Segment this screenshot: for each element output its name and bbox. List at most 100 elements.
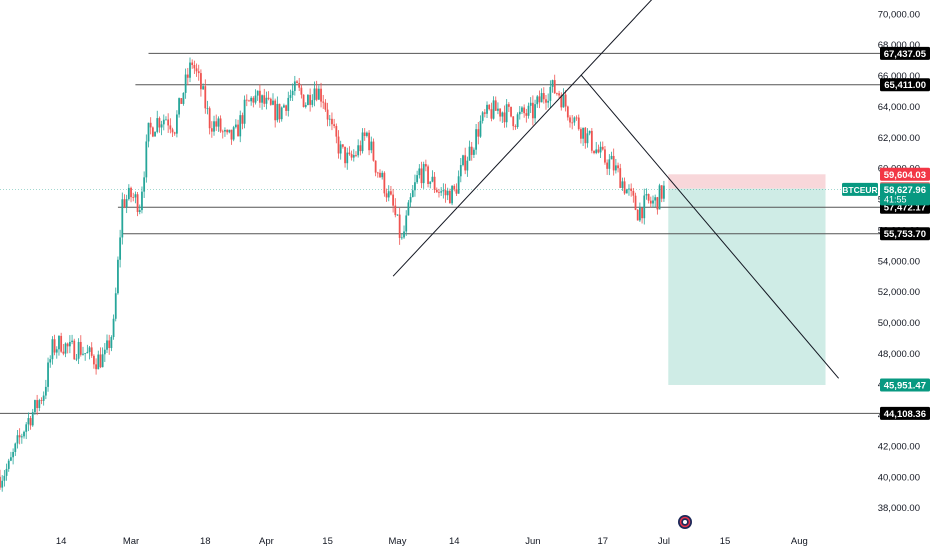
tradingview-logo-icon[interactable]	[678, 515, 692, 529]
candle-body	[630, 188, 633, 191]
x-tick-label: Jun	[525, 536, 540, 547]
candle-body	[455, 189, 458, 194]
candle-body	[438, 192, 440, 193]
stop-loss-zone	[668, 174, 826, 189]
candle-body	[590, 130, 593, 151]
candle-body	[171, 129, 174, 133]
symbol-tag-bg	[842, 182, 878, 196]
candle-body	[499, 108, 502, 117]
candle-body	[230, 129, 233, 140]
candle-body	[643, 195, 646, 219]
candle-body	[529, 102, 532, 106]
candle-body	[287, 97, 290, 111]
candle-body	[311, 100, 314, 105]
candle-body	[296, 81, 298, 83]
candle-body	[534, 104, 536, 119]
time-axis[interactable]: 14 Mar 18 Apr 15 May 14 Jun 17 Jul 15 Aug	[56, 536, 808, 547]
candle-body	[47, 362, 49, 387]
candle-body	[333, 124, 336, 127]
candle-body	[40, 400, 43, 401]
candle-body	[147, 122, 150, 142]
candle-body	[538, 96, 541, 103]
candle-body	[562, 94, 565, 108]
candle-body	[416, 175, 419, 183]
x-tick-label: Jul	[658, 536, 670, 547]
candle-body	[584, 127, 587, 144]
candle-body	[313, 88, 316, 101]
candle-body	[245, 99, 248, 101]
candle-body	[117, 259, 119, 294]
candle-body	[556, 93, 558, 95]
candle-body	[55, 349, 58, 353]
candle-body	[501, 112, 504, 117]
candle-body	[93, 355, 95, 365]
candle-body	[29, 418, 32, 426]
candle-body	[569, 117, 571, 123]
candle-body	[309, 94, 312, 105]
candle-body	[31, 412, 34, 426]
level-label-1: 65,411.00	[884, 80, 926, 91]
candle-body	[202, 86, 205, 90]
candle-body	[577, 117, 580, 130]
countdown-label: 41:55	[884, 194, 907, 204]
candle-body	[320, 88, 322, 102]
candle-body	[457, 176, 460, 194]
y-tick-label: 70,000.00	[878, 9, 920, 20]
candle-body	[60, 335, 63, 352]
candle-body	[36, 400, 39, 409]
level-label-3-bg	[880, 227, 930, 241]
candle-body	[357, 145, 360, 156]
target-label: 45,951.47	[884, 380, 926, 391]
candle-body	[237, 124, 239, 137]
symbol-tag: BTCEUR	[842, 185, 877, 195]
last-price-label: 58,627.96	[884, 185, 926, 196]
candle-body	[285, 105, 287, 111]
candle-body	[599, 146, 602, 153]
candle-body	[638, 207, 641, 221]
candle-body	[507, 104, 510, 107]
candle-body	[206, 108, 209, 110]
candle-body	[304, 104, 307, 107]
candle-body	[88, 347, 91, 352]
candle-body	[149, 122, 152, 128]
candle-body	[261, 95, 263, 103]
candle-body	[307, 94, 309, 105]
candle-body	[182, 92, 185, 104]
candle-body	[18, 435, 21, 438]
candle-body	[204, 86, 207, 109]
stop-loss-label: 59,604.03	[884, 170, 926, 181]
candle-body	[483, 112, 486, 114]
candle-body	[553, 80, 556, 94]
candle-body	[256, 90, 259, 96]
x-tick-label: Aug	[791, 536, 808, 547]
candle-body	[180, 98, 183, 104]
candle-body	[381, 172, 384, 178]
candle-body	[173, 132, 176, 134]
y-tick-label: 38,000.00	[878, 503, 920, 514]
candle-body	[160, 124, 163, 128]
candle-body	[90, 347, 93, 356]
candle-body	[505, 104, 508, 123]
candle-body	[366, 132, 368, 136]
candle-body	[66, 343, 69, 347]
candle-body	[503, 112, 506, 123]
candle-body	[189, 62, 191, 78]
candle-body	[114, 293, 117, 319]
y-tick-label: 48,000.00	[878, 349, 920, 360]
candle-body	[75, 358, 78, 360]
candle-body	[121, 199, 124, 238]
candle-body	[337, 136, 340, 154]
candle-body	[73, 340, 76, 360]
y-tick-label: 54,000.00	[878, 256, 920, 267]
candle-body	[558, 93, 560, 96]
candle-body	[521, 107, 523, 112]
candle-body	[44, 386, 47, 396]
candle-body	[141, 191, 143, 211]
candle-body	[106, 340, 108, 350]
candle-body	[376, 172, 379, 174]
x-tick-label: 14	[449, 536, 460, 547]
candle-body	[331, 118, 333, 125]
candle-body	[134, 194, 137, 198]
candle-body	[418, 168, 421, 176]
